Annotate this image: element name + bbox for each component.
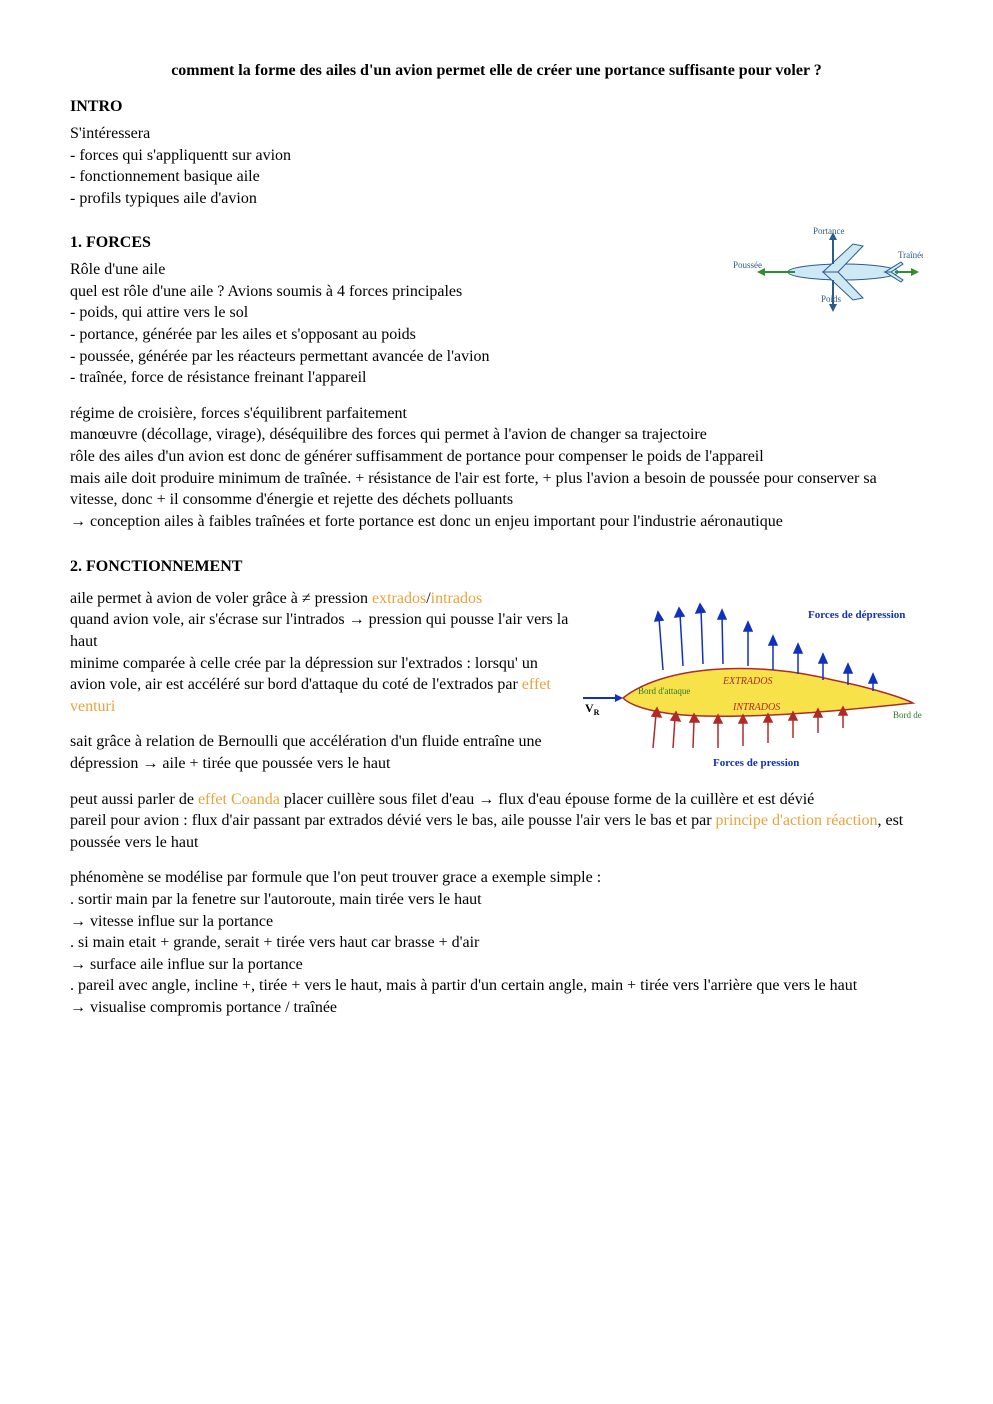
label-vr: VR [585,701,600,717]
fonc-b5: . pareil avec angle, incline +, tirée + … [70,975,923,997]
term-action-reaction: principe d'action réaction [716,812,878,829]
forces-p3: rôle des ailes d'un avion est donc de gé… [70,446,923,468]
fonc-b1: . sortir main par la fenetre sur l'autor… [70,889,923,911]
label-portance: Portance [813,226,845,236]
forces-bullet: - portance, générée par les ailes et s'o… [70,324,923,346]
intro-bullet: - forces qui s'appliquentt sur avion [70,145,923,167]
label-pression: Forces de pression [713,757,799,769]
intro-head: INTRO [70,96,923,118]
label-poids: Poids [821,294,842,304]
label-bord-fuite: Bord de fuite [893,710,923,720]
fonc-l6: pareil pour avion : flux d'air passant p… [70,810,923,853]
page-title: comment la forme des ailes d'un avion pe… [70,60,923,82]
term-extrados: extrados [372,590,426,607]
intro-block: S'intéressera - forces qui s'appliquentt… [70,123,923,209]
label-trainee: Traînée [898,250,923,260]
fonc-l5: peut aussi parler de effet Coanda placer… [70,789,923,811]
forces-p1: régime de croisière, forces s'équilibren… [70,403,923,425]
term-coanda: effet Coanda [198,791,280,808]
fonc-head: 2. FONCTIONNEMENT [70,556,923,578]
forces-figure: Portance Poussée Traînée Poids [703,224,923,319]
forces-p2: manœuvre (décollage, virage), déséquilib… [70,424,923,446]
fonc-b2: → vitesse influe sur la portance [70,911,923,933]
term-intrados: intrados [431,590,483,607]
label-depression: Forces de dépression [808,609,905,621]
fonc-l7: phénomène se modélise par formule que l'… [70,867,923,889]
fonc-b4: → surface aile influe sur la portance [70,954,923,976]
forces-bullet: - traînée, force de résistance freinant … [70,367,923,389]
intro-bullet: - fonctionnement basique aile [70,166,923,188]
forces-p5: → conception ailes à faibles traînées et… [70,511,923,533]
label-intrados: INTRADOS [732,702,780,713]
label-extrados: EXTRADOS [722,676,772,687]
intro-lead: S'intéressera [70,123,923,145]
forces-p4: mais aile doit produire minimum de traîn… [70,468,923,511]
fonc-b6: → visualise compromis portance / traînée [70,997,923,1019]
plane-icon [788,244,903,300]
intro-bullet: - profils typiques aile d'avion [70,188,923,210]
fonc-b3: . si main etait + grande, serait + tirée… [70,932,923,954]
forces-bullet: - poussée, générée par les réacteurs per… [70,346,923,368]
label-poussee: Poussée [733,260,762,270]
label-bord-attaque: Bord d'attaque [638,686,690,696]
airfoil-figure: VR Bord d'attaque EXTRADOS INTRADOS Bord… [583,588,923,773]
